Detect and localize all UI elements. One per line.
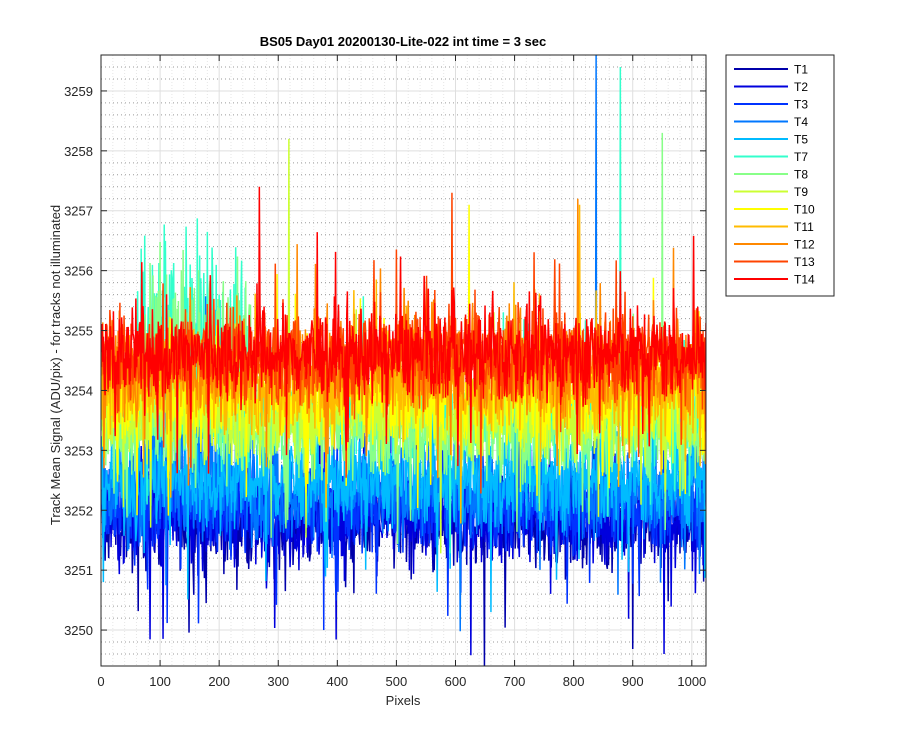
legend-label-t4: T4 (794, 115, 808, 129)
legend-label-t9: T9 (794, 185, 808, 199)
y-tick-label: 3254 (64, 383, 93, 398)
legend-label-t2: T2 (794, 80, 808, 94)
x-tick-label: 800 (563, 674, 585, 689)
x-tick-label: 0 (97, 674, 104, 689)
y-axis: 3250 3251 3252 3253 3254 3255 3256 3257 3258 3259 (64, 84, 706, 638)
chart-title: BS05 Day01 20200130-Lite-022 int time = … (260, 34, 547, 49)
legend-label-t5: T5 (794, 133, 808, 147)
y-tick-label: 3256 (64, 264, 93, 279)
plot-area (101, 55, 706, 666)
y-tick-label: 3258 (64, 144, 93, 159)
y-tick-label: 3252 (64, 503, 93, 518)
axes-box (100, 54, 707, 667)
series-line-t14 (101, 186, 706, 474)
x-tick-label: 1000 (677, 674, 706, 689)
y-tick-label: 3259 (64, 84, 93, 99)
x-axis: 0 100 200 300 400 500 600 700 800 900 1000 (97, 55, 706, 689)
legend-label-t7: T7 (794, 150, 808, 164)
y-tick-label: 3257 (64, 204, 93, 219)
y-tick-label: 3251 (64, 563, 93, 578)
legend: T1 T2 T3 T4 T5 T7 T8 T9 T10 T11 T12 T13 T14 (725, 54, 835, 297)
legend-label-t10: T10 (794, 203, 815, 217)
x-tick-label: 100 (149, 674, 171, 689)
x-tick-label: 200 (208, 674, 230, 689)
legend-label-t12: T12 (794, 238, 815, 252)
legend-box (725, 54, 835, 297)
x-tick-label: 700 (504, 674, 526, 689)
legend-label-t8: T8 (794, 168, 808, 182)
x-tick-label: 300 (267, 674, 289, 689)
x-axis-label: Pixels (386, 693, 421, 708)
x-tick-label: 500 (386, 674, 408, 689)
y-tick-label: 3255 (64, 324, 93, 339)
legend-label-t14: T14 (794, 273, 815, 287)
y-axis-label: Track Mean Signal (ADU/pix) - for tracks… (48, 205, 63, 525)
legend-label-t3: T3 (794, 98, 808, 112)
y-tick-label: 3253 (64, 443, 93, 458)
x-tick-label: 400 (326, 674, 348, 689)
x-tick-label: 900 (622, 674, 644, 689)
legend-label-t11: T11 (794, 220, 814, 234)
legend-label-t13: T13 (794, 255, 815, 269)
series-line-t12 (101, 198, 706, 486)
legend-label-t1: T1 (794, 63, 808, 77)
y-tick-label: 3250 (64, 623, 93, 638)
x-tick-label: 600 (445, 674, 467, 689)
